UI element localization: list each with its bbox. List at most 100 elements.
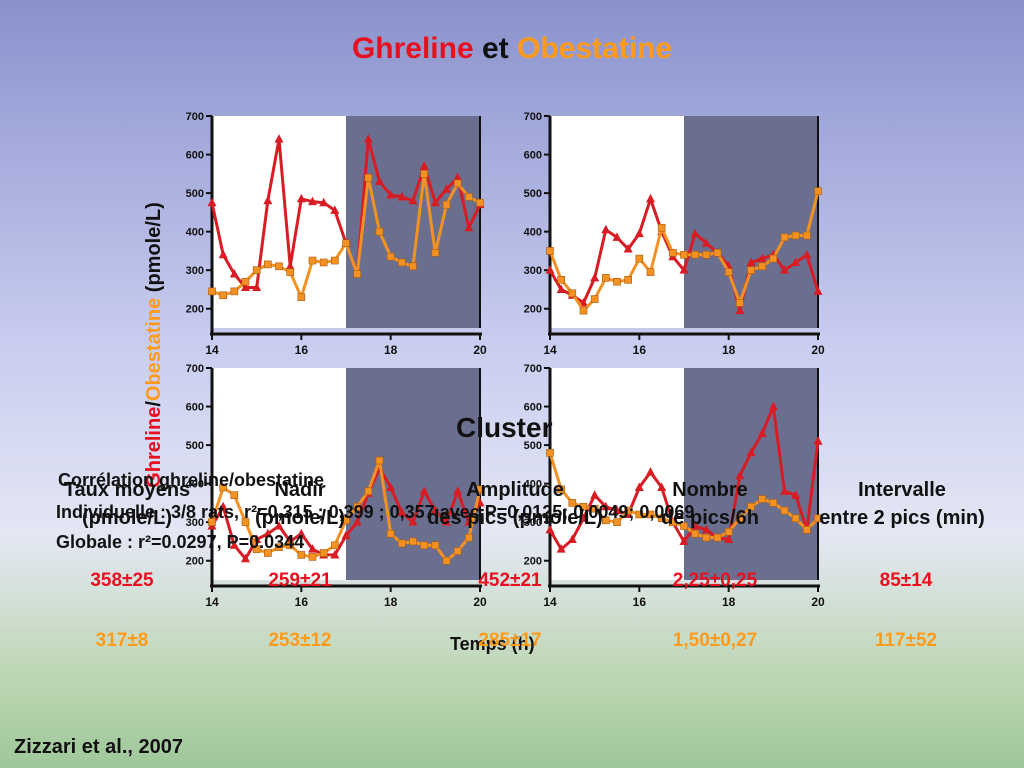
header-nombre-l2: de pics/6h (661, 507, 759, 529)
obestatine-point (758, 495, 766, 503)
ghreline-point (363, 134, 373, 143)
obestatine-point (791, 231, 800, 240)
obestatine-point (286, 268, 294, 276)
ghreline-point (735, 305, 745, 315)
ghreline-point (545, 524, 555, 534)
y-tick-label: 700 (524, 111, 542, 123)
y-tick-label: 500 (524, 188, 542, 200)
ghreline-point (813, 436, 823, 445)
ghreline-point (780, 265, 789, 274)
obestatine-point (747, 502, 755, 511)
header-nombre: Nombre de pics/6h (620, 476, 800, 532)
obestatine-point (546, 449, 554, 457)
y-tick-label: 500 (186, 440, 204, 452)
obestatine-point (646, 268, 655, 276)
y-tick-label: 300 (186, 265, 204, 277)
obestatine-point (465, 533, 473, 542)
obestatine-point (420, 170, 428, 178)
obestatine-point (568, 289, 577, 298)
ghreline-point (657, 482, 667, 491)
y-tick-label: 200 (524, 304, 542, 316)
ghreline-point (241, 282, 250, 292)
ghreline-point (319, 197, 329, 207)
header-nadir-l2: (pmole/L) (255, 507, 345, 529)
obestatine-nadir: 253±12 (268, 630, 332, 651)
x-tick-label: 18 (722, 343, 736, 357)
x-tick-label: 20 (473, 343, 487, 357)
obestatine-point (736, 299, 744, 307)
obestatine-point (431, 541, 440, 550)
obestatine-nombre: 1,50±0,27 (672, 630, 758, 651)
obestatine-point (613, 277, 621, 286)
obestatine-point (353, 270, 361, 278)
ghreline-point (419, 161, 429, 170)
obestatine-point (669, 249, 677, 257)
x-tick-label: 20 (473, 595, 487, 609)
obestatine-point (252, 545, 261, 553)
ghreline-point (634, 482, 644, 491)
y-tick-label: 600 (186, 150, 204, 162)
obestatine-point (780, 506, 789, 515)
obestatine-point (398, 258, 406, 267)
header-taux-moyens-l2: (pmole/L) (82, 507, 172, 529)
obestatine-point (579, 502, 588, 511)
ghreline-point (453, 172, 463, 182)
ghreline-point (802, 249, 812, 259)
header-amplitude-l2: des pics (pmole/L) (427, 507, 603, 529)
ghreline-point (430, 197, 440, 207)
ghreline-point (430, 505, 440, 515)
obestatine-point (590, 504, 599, 513)
obestatine-point (669, 518, 677, 526)
obestatine-point (375, 456, 384, 465)
obestatine-point (219, 483, 227, 492)
ghreline-point (690, 521, 700, 530)
obestatine-point (691, 250, 699, 259)
obestatine-point (409, 537, 417, 546)
obestatine-intervalle: 117±52 (874, 630, 938, 651)
obestatine-point (803, 526, 811, 534)
y-tick-label: 200 (186, 304, 204, 316)
ghreline-point (241, 553, 250, 563)
header-nadir-l1: Nadir (274, 479, 326, 501)
correlation-line-1: Corrélation ghreline/obestatine (58, 470, 325, 490)
obestatine-point (465, 193, 473, 201)
obestatine-point (409, 262, 417, 271)
obestatine-point (442, 200, 451, 209)
ghreline-point (579, 297, 588, 307)
ghreline-point (263, 528, 273, 538)
obestatine-point (398, 539, 406, 548)
obestatine-point (308, 553, 317, 561)
obestatine-amplitude: 285±17 (478, 630, 542, 651)
obestatine-point (780, 233, 789, 242)
obestatine-point (342, 239, 350, 247)
ghreline-point (601, 501, 611, 511)
y-tick-label: 700 (186, 363, 204, 375)
obestatine-point (803, 231, 811, 240)
obestatine-point (476, 198, 484, 207)
obestatine-point (331, 541, 339, 550)
obestatine-point (724, 268, 733, 276)
y-tick-label: 600 (524, 150, 542, 162)
obestatine-point (736, 514, 744, 523)
obestatine-point (386, 252, 395, 261)
obestatine-point (208, 287, 216, 296)
y-tick-label: 300 (524, 265, 542, 277)
ghreline-point (690, 228, 700, 238)
header-intervalle: Intervalle entre 2 pics (min) (790, 476, 1014, 532)
ghreline-point (590, 490, 600, 499)
header-amplitude: Amplitude des pics (pmole/L) (390, 476, 640, 532)
ghreline-point (308, 544, 317, 553)
obestatine-point (691, 529, 699, 538)
ghreline-point (646, 467, 655, 476)
obestatine-point (747, 266, 755, 274)
x-tick-label: 18 (722, 595, 736, 609)
obestatine-point (613, 518, 621, 526)
obestatine-point (297, 551, 306, 559)
obestatine-point (546, 247, 554, 255)
ghreline-point (464, 222, 474, 232)
obestatine-point (769, 254, 778, 263)
y-tick-label: 200 (186, 556, 204, 568)
obestatine-point (568, 499, 577, 507)
ghreline-point (556, 284, 566, 293)
obestatine-point (758, 262, 766, 271)
